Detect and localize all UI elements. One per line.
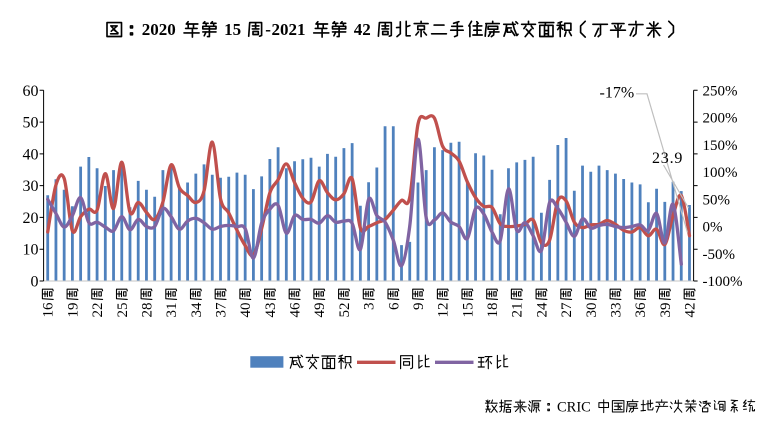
svg-text:30: 30 (584, 303, 600, 318)
svg-text:30: 30 (23, 178, 39, 195)
svg-text:36: 36 (633, 302, 649, 318)
svg-text:24: 24 (534, 302, 550, 318)
svg-text:100%: 100% (703, 165, 738, 181)
svg-text:-50%: -50% (703, 247, 736, 263)
svg-text:2021: 2021 (272, 20, 306, 39)
svg-text:-100%: -100% (703, 274, 743, 290)
svg-text:15: 15 (460, 303, 476, 318)
svg-text:40: 40 (238, 303, 254, 318)
svg-text:15: 15 (224, 20, 241, 39)
svg-text:0: 0 (31, 274, 39, 291)
svg-text:250%: 250% (703, 83, 738, 99)
svg-text:18: 18 (485, 303, 501, 318)
svg-text:22: 22 (90, 303, 106, 318)
svg-text:2020: 2020 (142, 20, 176, 39)
svg-text:33: 33 (608, 303, 624, 318)
svg-text:28: 28 (139, 303, 155, 318)
svg-text:60: 60 (23, 83, 39, 100)
svg-text:49: 49 (312, 303, 328, 318)
svg-text:25: 25 (115, 303, 131, 318)
svg-text:3: 3 (362, 303, 378, 311)
svg-text:0%: 0% (703, 220, 723, 236)
svg-text:46: 46 (288, 302, 304, 318)
svg-text:9: 9 (411, 303, 427, 311)
svg-text:50: 50 (23, 115, 39, 132)
svg-text:19: 19 (65, 303, 81, 318)
svg-text:CRIC: CRIC (557, 400, 591, 416)
svg-text:20: 20 (23, 210, 39, 227)
svg-text:42: 42 (683, 303, 699, 318)
svg-text:43: 43 (263, 303, 279, 318)
svg-text:16: 16 (41, 302, 57, 318)
svg-text:50%: 50% (703, 192, 731, 208)
svg-text:31: 31 (164, 303, 180, 318)
svg-text:200%: 200% (703, 111, 738, 127)
svg-text:10: 10 (23, 242, 39, 259)
svg-text:39: 39 (658, 303, 674, 318)
svg-text:34: 34 (189, 302, 205, 318)
svg-text:12: 12 (436, 303, 452, 318)
svg-text:37: 37 (214, 302, 230, 318)
svg-text:150%: 150% (703, 138, 738, 154)
svg-text:21: 21 (510, 303, 526, 318)
svg-text:52: 52 (337, 303, 353, 318)
svg-text:23.9: 23.9 (652, 150, 683, 167)
svg-text:-: - (265, 20, 271, 39)
svg-text:42: 42 (354, 20, 371, 39)
svg-text:-17%: -17% (600, 85, 635, 102)
svg-text:40: 40 (23, 146, 39, 163)
svg-text:6: 6 (386, 302, 402, 310)
svg-text:27: 27 (559, 302, 575, 318)
